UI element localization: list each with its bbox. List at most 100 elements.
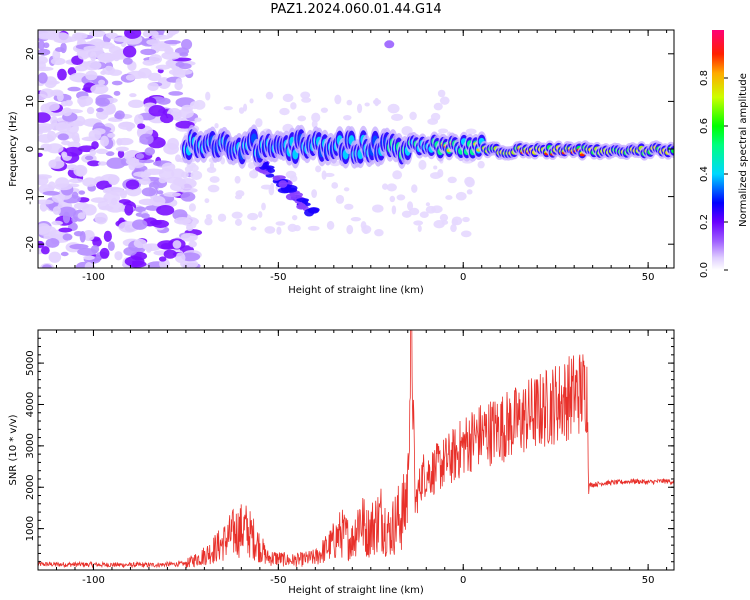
- colorbar-ticks: 0.0 0.2 0.4 0.6 0.8: [699, 70, 728, 278]
- spectrogram-blob: [54, 47, 65, 53]
- spectrogram-blob: [180, 191, 196, 202]
- spectrogram-blob: [128, 159, 136, 171]
- spectrogram-blob: [90, 197, 108, 203]
- spectrogram-blob: [98, 79, 106, 85]
- spectrogram-blob: [94, 212, 108, 225]
- spectrogram-blob: [144, 147, 156, 156]
- spectrogram-blob: [43, 234, 53, 240]
- spectrogram-blob: [249, 98, 254, 104]
- spectrogram-blob: [118, 121, 136, 130]
- spectrogram-blob: [439, 213, 449, 222]
- spectrogram-blob: [60, 251, 69, 257]
- spectrogram-blob: [331, 182, 339, 189]
- spectrogram-blob: [50, 57, 66, 66]
- spectrogram-blob: [417, 225, 422, 233]
- spectrogram-ylabel: Frequency (Hz): [8, 111, 19, 187]
- spectrogram-blob: [346, 224, 354, 235]
- spectrogram-blob: [364, 102, 370, 107]
- spectrogram-blob: [321, 170, 327, 180]
- spectrogram-blob: [124, 30, 142, 39]
- spectrogram-blob: [96, 107, 104, 113]
- spectrogram-blob: [38, 199, 54, 205]
- spectrogram-blob: [125, 179, 140, 190]
- spectrogram-blob: [204, 198, 210, 204]
- snr-frame: [37, 329, 675, 571]
- spectrogram-blob: [290, 102, 297, 110]
- spectrogram-blob: [54, 32, 70, 43]
- spectrogram-blob: [139, 133, 154, 145]
- spectrogram-blob: [382, 183, 389, 190]
- spectrogram-blob: [65, 120, 84, 127]
- spectrogram-blob: [437, 169, 444, 178]
- spectrogram-blob: [52, 206, 61, 215]
- spectrogram-blob: [223, 106, 233, 111]
- spectrogram-blob: [431, 205, 443, 214]
- spectrogram-blob: [194, 117, 202, 122]
- spectrogram-blob: [282, 93, 294, 103]
- snr-plot-area: [38, 330, 674, 570]
- spectrogram-blob: [114, 112, 122, 119]
- spectrogram-blob: [384, 40, 395, 49]
- spectrogram-blob: [83, 60, 102, 71]
- spectrogram-blob: [250, 226, 257, 231]
- spectrogram-blob: [38, 174, 53, 180]
- spectrogram-blob: [96, 109, 109, 120]
- spectrogram-blob: [335, 194, 345, 204]
- spectrogram-blob: [238, 107, 245, 114]
- spectrogram-blob: [260, 184, 273, 190]
- spectrogram-blob: [460, 230, 472, 238]
- spectrogram-blob: [184, 165, 193, 173]
- spectrogram-blob: [82, 177, 98, 187]
- spectrogram-blob: [78, 52, 89, 60]
- spectrogram-blob: [107, 174, 120, 186]
- spectrogram-blob: [69, 243, 89, 250]
- spectrogram-blob: [105, 151, 115, 157]
- spectrogram-blob: [105, 201, 125, 213]
- spectrogram-blob: [71, 216, 78, 223]
- spectrogram-blob: [62, 211, 71, 224]
- spectrogram-blob: [447, 176, 457, 184]
- spectrogram-blob: [180, 259, 199, 268]
- spectrogram-blob: [141, 187, 157, 197]
- spectrogram-blob: [180, 233, 198, 242]
- spectrogram-blob: [289, 174, 298, 183]
- spectrogram-blob: [234, 218, 242, 226]
- spectrogram-blob: [160, 113, 174, 124]
- spectrogram-blob: [114, 251, 123, 261]
- spectrogram-blob: [161, 162, 176, 172]
- spectrogram-blob: [163, 192, 181, 198]
- spectrogram-blob: [46, 143, 64, 154]
- spectrogram-blob: [262, 165, 275, 170]
- colorbar-label: Normalized spectral amplitude: [738, 73, 749, 227]
- spectrogram-blob: [374, 229, 384, 237]
- spectrogram-blob: [57, 68, 67, 81]
- spectrogram-blob: [117, 149, 125, 159]
- spectrogram-blob: [140, 48, 157, 56]
- spectrogram-blob: [106, 157, 126, 169]
- spectrogram-blob: [179, 52, 189, 57]
- spectrogram-blob: [122, 45, 137, 58]
- spectrogram-blob: [82, 230, 95, 241]
- spectrogram-blob: [156, 205, 175, 216]
- spectrogram-blob: [38, 72, 48, 84]
- spectrogram-blob: [161, 51, 181, 60]
- spectrogram-blob: [151, 34, 171, 40]
- spectrogram-blob: [278, 180, 288, 188]
- spectrogram-blob: [209, 176, 220, 183]
- spectrogram-blob: [53, 91, 64, 97]
- spectrogram-blob: [234, 194, 243, 200]
- spectrogram-blob: [155, 64, 171, 70]
- spectrogram-blob: [102, 187, 112, 194]
- spectrogram-blob: [343, 187, 350, 192]
- spectrogram-blob: [77, 212, 86, 220]
- snr-xlabel: Height of straight line (km): [288, 585, 424, 596]
- spectrogram-blob: [38, 61, 47, 70]
- figure-title: PAZ1.2024.060.01.44.G14: [270, 2, 441, 17]
- spectrogram-blob: [97, 161, 108, 166]
- spectrogram-blob: [433, 165, 438, 170]
- spectrogram-blob: [77, 95, 94, 107]
- spectrogram-blob: [363, 229, 369, 234]
- spectrogram-blob: [61, 151, 68, 158]
- spectrogram-ytick-label: 0: [25, 146, 36, 152]
